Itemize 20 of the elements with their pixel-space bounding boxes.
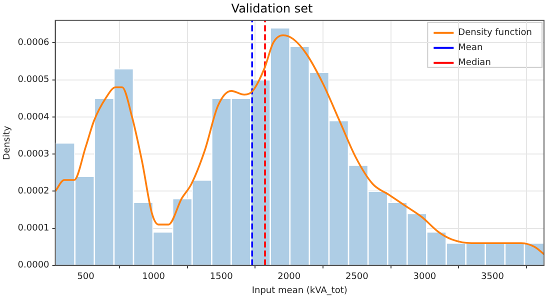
y-tick-label: 0.0002 xyxy=(18,186,50,196)
x-tick-label: 2000 xyxy=(278,272,301,282)
legend-label: Median xyxy=(458,58,491,68)
x-tick-label: 3500 xyxy=(481,272,504,282)
y-tick-label: 0.0004 xyxy=(18,112,50,122)
legend-label: Mean xyxy=(458,43,483,54)
y-tick-label: 0.0003 xyxy=(18,149,50,160)
x-tick-label: 500 xyxy=(77,272,95,282)
x-tick-label: 1500 xyxy=(210,272,234,282)
legend-label: Density function xyxy=(458,28,532,38)
chart-title: Validation set xyxy=(231,1,313,16)
y-tick-label: 0.0001 xyxy=(18,224,50,234)
y-tick-label: 0.0005 xyxy=(18,75,50,86)
y-tick-label: 0.0006 xyxy=(18,38,50,48)
x-tick-label: 3000 xyxy=(413,272,436,282)
x-tick-label: 1000 xyxy=(142,272,166,282)
y-axis-title: Density xyxy=(2,125,13,160)
y-tick-label: 0.0000 xyxy=(18,260,50,271)
x-axis-title: Input mean (kVA_tot) xyxy=(252,286,348,296)
x-tick-label: 2500 xyxy=(345,272,369,282)
